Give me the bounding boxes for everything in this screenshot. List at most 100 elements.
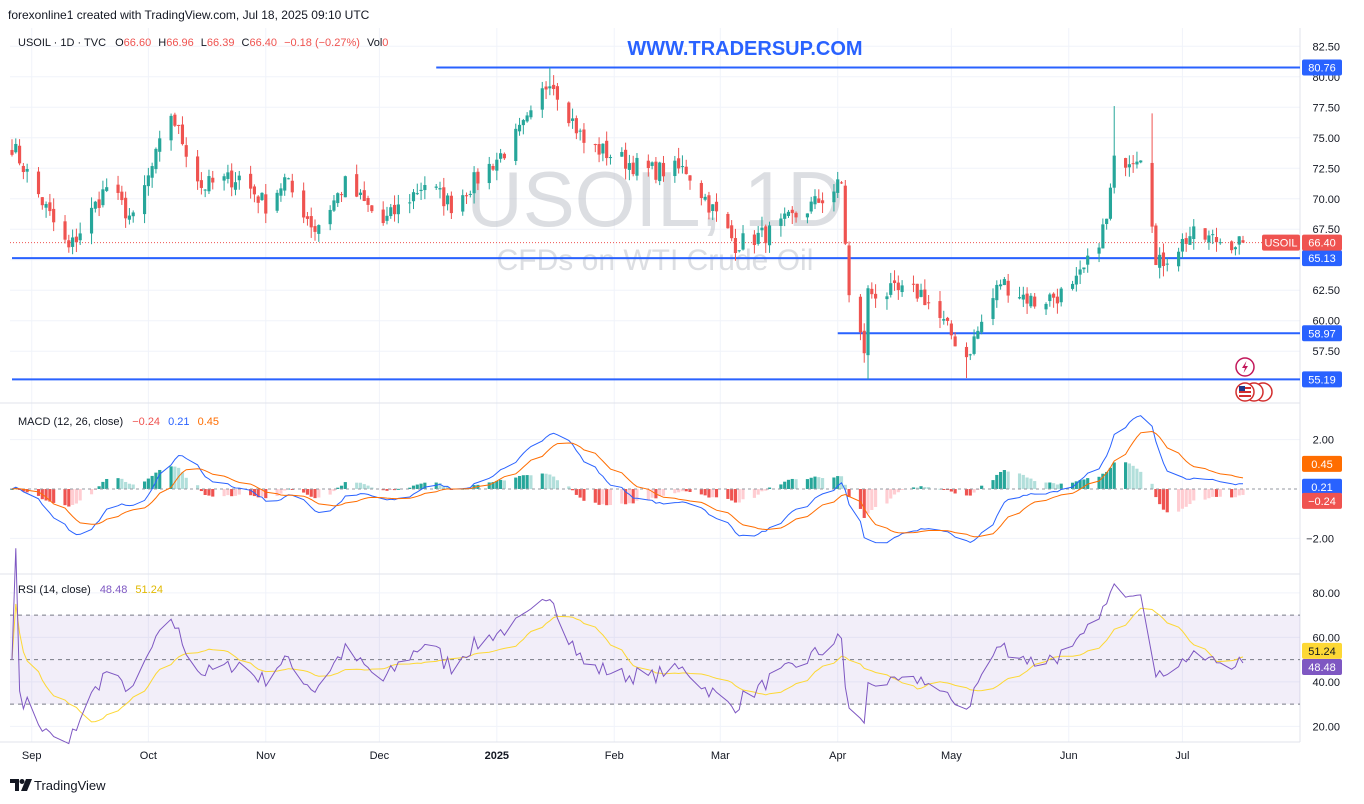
histogram-bar	[949, 489, 953, 492]
histogram-bar	[233, 489, 238, 496]
candle	[597, 137, 601, 163]
candle	[699, 180, 703, 206]
candle	[809, 196, 813, 214]
histogram-bar	[120, 478, 124, 489]
legend-close-label: C	[242, 37, 250, 49]
svg-text:65.13: 65.13	[1308, 253, 1336, 265]
histogram-bar	[741, 489, 745, 500]
histogram-bar	[264, 489, 268, 499]
candle	[1059, 286, 1063, 307]
histogram-bar	[491, 482, 495, 489]
histogram-bar	[336, 487, 340, 489]
histogram-bar	[582, 489, 586, 501]
candle	[1105, 218, 1109, 230]
histogram-bar	[1048, 482, 1052, 489]
candle	[275, 189, 279, 213]
histogram-bar	[1070, 482, 1075, 489]
candle	[1180, 233, 1184, 259]
histogram-bar	[661, 489, 666, 496]
candle	[1097, 243, 1101, 263]
tradingview-logo[interactable]: TradingView	[10, 778, 106, 793]
candle	[896, 275, 900, 300]
candle	[196, 149, 200, 190]
candle	[646, 154, 650, 177]
histogram-bar	[1029, 478, 1033, 489]
y-axis[interactable]: 57.5060.0062.5065.0067.5070.0072.5075.00…	[1306, 41, 1340, 733]
histogram-bar	[495, 480, 499, 489]
histogram-bar	[794, 479, 798, 489]
candle	[843, 180, 847, 246]
histogram-bar	[1033, 481, 1037, 489]
tradingview-icon	[10, 779, 32, 791]
svg-text:58.97: 58.97	[1308, 328, 1336, 340]
candle	[703, 193, 707, 202]
candle	[624, 142, 628, 180]
histogram-bar	[1025, 477, 1029, 489]
candle	[601, 143, 605, 162]
candle	[673, 155, 677, 183]
candle	[438, 181, 442, 199]
histogram-bar	[680, 489, 684, 492]
candle	[1154, 223, 1158, 266]
rsi-tick-label: 60.00	[1312, 632, 1340, 644]
candle	[548, 67, 552, 96]
histogram-bar	[199, 489, 203, 492]
price-tag: 48.48	[1302, 658, 1342, 675]
histogram-bar	[714, 489, 719, 498]
histogram-bar	[1192, 489, 1196, 501]
x-tick-label: Feb	[605, 750, 624, 762]
histogram-bar	[71, 489, 75, 505]
candle	[847, 241, 851, 303]
candle	[1177, 247, 1181, 272]
histogram-bar	[999, 471, 1003, 489]
candle	[177, 124, 181, 135]
candle	[237, 170, 241, 190]
candle	[945, 316, 950, 326]
histogram-bar	[150, 475, 154, 489]
macd-legend-title: MACD (12, 26, close)	[18, 416, 123, 428]
candle	[264, 183, 268, 224]
lightning-icon[interactable]	[1235, 357, 1255, 377]
candle	[1127, 155, 1131, 177]
candle	[923, 279, 927, 306]
candle	[608, 154, 613, 165]
candle	[1131, 155, 1135, 173]
rsi-legend[interactable]: RSI (14, close) 48.48 51.24	[18, 584, 163, 596]
histogram-bar	[658, 489, 662, 496]
candle	[995, 280, 999, 308]
candle	[972, 329, 976, 356]
candle	[578, 128, 582, 141]
candle	[832, 184, 836, 212]
event-icons[interactable]	[1235, 357, 1273, 402]
candle	[1241, 235, 1245, 243]
legend-volume-value: 0	[382, 37, 388, 49]
histogram-bar	[1233, 489, 1238, 498]
histogram-bar	[597, 489, 601, 505]
candle	[283, 173, 287, 196]
histogram-bar	[631, 489, 635, 504]
histogram-bar	[1188, 489, 1192, 505]
histogram-bar	[89, 489, 94, 495]
candle	[1139, 160, 1143, 164]
candle	[1124, 157, 1128, 177]
x-tick-label: Jun	[1060, 750, 1078, 762]
x-axis[interactable]: Sep Oct Nov Dec 2025 Feb Mar Apr May Jun Jul	[22, 750, 1189, 762]
candle	[635, 153, 639, 181]
histogram-bar	[438, 482, 442, 489]
candle	[131, 210, 135, 223]
candle	[654, 157, 658, 184]
candle	[839, 181, 844, 184]
main-legend[interactable]: USOIL · 1D · TVC O66.60 H66.96 L66.39 C6…	[18, 37, 388, 49]
histogram-bar	[571, 489, 575, 491]
candle	[249, 165, 253, 199]
candle	[10, 139, 14, 157]
us-flag-icon[interactable]	[1235, 382, 1273, 402]
candle	[256, 195, 260, 214]
price-tag: 55.19	[1302, 371, 1342, 388]
macd-legend[interactable]: MACD (12, 26, close) −0.24 0.21 0.45	[18, 416, 219, 428]
candle	[680, 155, 684, 174]
histogram-bar	[574, 489, 578, 495]
level-lines	[10, 66, 1300, 381]
histogram-bar	[862, 489, 866, 518]
